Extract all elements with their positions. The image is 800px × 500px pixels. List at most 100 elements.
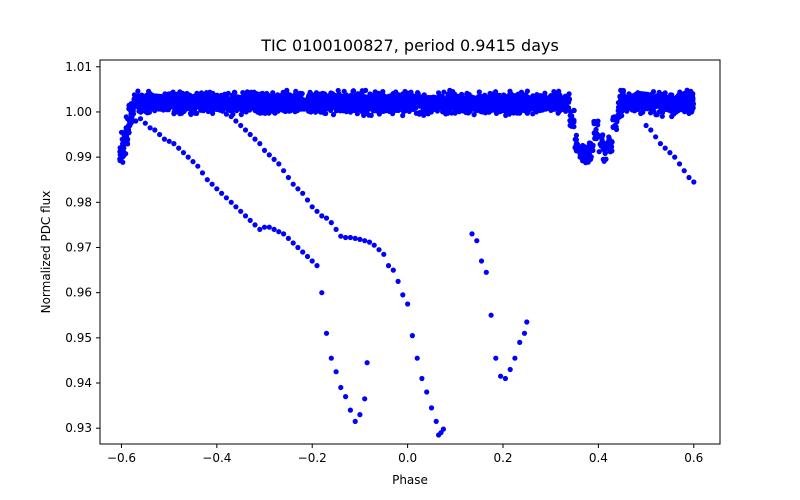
baseline-point: [436, 97, 442, 104]
data-point: [357, 412, 363, 418]
data-point: [390, 267, 396, 273]
data-point: [214, 186, 220, 192]
baseline-point: [247, 91, 254, 97]
y-tick-label: 0.97: [65, 240, 92, 254]
data-point: [295, 186, 301, 192]
data-point: [195, 163, 201, 169]
baseline-point: [257, 102, 263, 108]
baseline-point: [389, 101, 395, 108]
data-point: [261, 147, 268, 153]
data-point: [304, 197, 311, 203]
baseline-point: [287, 92, 293, 98]
baseline-point: [278, 92, 284, 98]
baseline-point: [284, 99, 290, 105]
baseline-point: [538, 100, 544, 106]
data-point: [593, 119, 599, 125]
baseline-point: [448, 104, 454, 110]
data-point: [571, 107, 577, 114]
baseline-point: [201, 100, 207, 106]
baseline-point: [620, 91, 626, 97]
data-point: [323, 215, 330, 221]
data-point: [357, 236, 363, 242]
baseline-point: [377, 95, 383, 102]
baseline-point: [403, 103, 410, 109]
data-point: [257, 226, 263, 232]
data-point: [124, 137, 130, 143]
baseline-point: [336, 102, 342, 108]
baseline-point: [474, 105, 480, 111]
baseline-point: [471, 112, 477, 118]
baseline-point: [459, 100, 465, 106]
baseline-point: [214, 103, 221, 109]
baseline-point: [556, 88, 562, 94]
baseline-point: [376, 111, 382, 117]
baseline-point: [476, 89, 482, 95]
baseline-point: [194, 91, 200, 97]
baseline-point: [460, 105, 466, 111]
data-point: [147, 125, 153, 131]
baseline-point: [312, 92, 318, 98]
baseline-point: [199, 92, 205, 98]
baseline-point: [365, 104, 371, 110]
data-point: [233, 204, 239, 210]
data-point: [371, 242, 377, 248]
baseline-point: [144, 92, 150, 98]
y-tick-label: 0.96: [65, 286, 92, 300]
baseline-point: [635, 90, 641, 96]
baseline-point: [413, 110, 419, 116]
baseline-point: [422, 102, 428, 108]
baseline-point: [543, 99, 549, 105]
baseline-point: [506, 92, 512, 98]
data-point: [261, 224, 268, 230]
data-point: [409, 333, 415, 339]
data-point: [281, 231, 287, 237]
baseline-point: [536, 94, 542, 100]
data-point: [498, 373, 504, 379]
baseline-point: [654, 99, 660, 105]
data-point: [120, 150, 126, 156]
baseline-point: [514, 102, 520, 108]
y-axis-label: Normalized PDC flux: [39, 191, 53, 314]
baseline-point: [182, 92, 189, 98]
baseline-point: [486, 109, 492, 115]
baseline-point: [192, 110, 198, 116]
data-point: [405, 301, 411, 307]
baseline-point: [496, 103, 503, 109]
baseline-point: [677, 105, 683, 111]
baseline-point: [313, 100, 319, 106]
y-tick-label: 0.94: [65, 376, 92, 390]
x-tick-label: 0.4: [589, 451, 608, 465]
baseline-point: [337, 106, 343, 113]
baseline-point: [423, 106, 429, 112]
baseline-point: [686, 108, 693, 114]
baseline-point: [465, 103, 472, 109]
baseline-point: [380, 91, 386, 98]
data-point: [131, 99, 137, 106]
data-point: [615, 108, 621, 114]
baseline-point: [316, 108, 322, 114]
baseline-point: [171, 111, 177, 117]
data-point: [569, 123, 575, 129]
data-point: [300, 190, 306, 196]
data-point: [572, 136, 578, 142]
baseline-point: [635, 98, 641, 104]
data-point: [648, 127, 654, 133]
data-point: [385, 263, 392, 269]
baseline-point: [207, 103, 213, 109]
data-point: [577, 152, 583, 158]
baseline-point: [644, 97, 650, 103]
data-point: [610, 117, 616, 123]
baseline-point: [158, 104, 164, 110]
baseline-point: [404, 90, 410, 96]
baseline-point: [258, 107, 264, 113]
data-point: [223, 111, 229, 117]
baseline-point: [431, 101, 437, 107]
baseline-point: [321, 96, 327, 102]
data-point: [567, 112, 574, 119]
plot-frame: [99, 59, 721, 445]
baseline-point: [201, 106, 207, 112]
data-point: [199, 170, 206, 176]
baseline-point: [343, 98, 349, 104]
data-point: [281, 168, 287, 174]
baseline-point: [402, 96, 408, 102]
